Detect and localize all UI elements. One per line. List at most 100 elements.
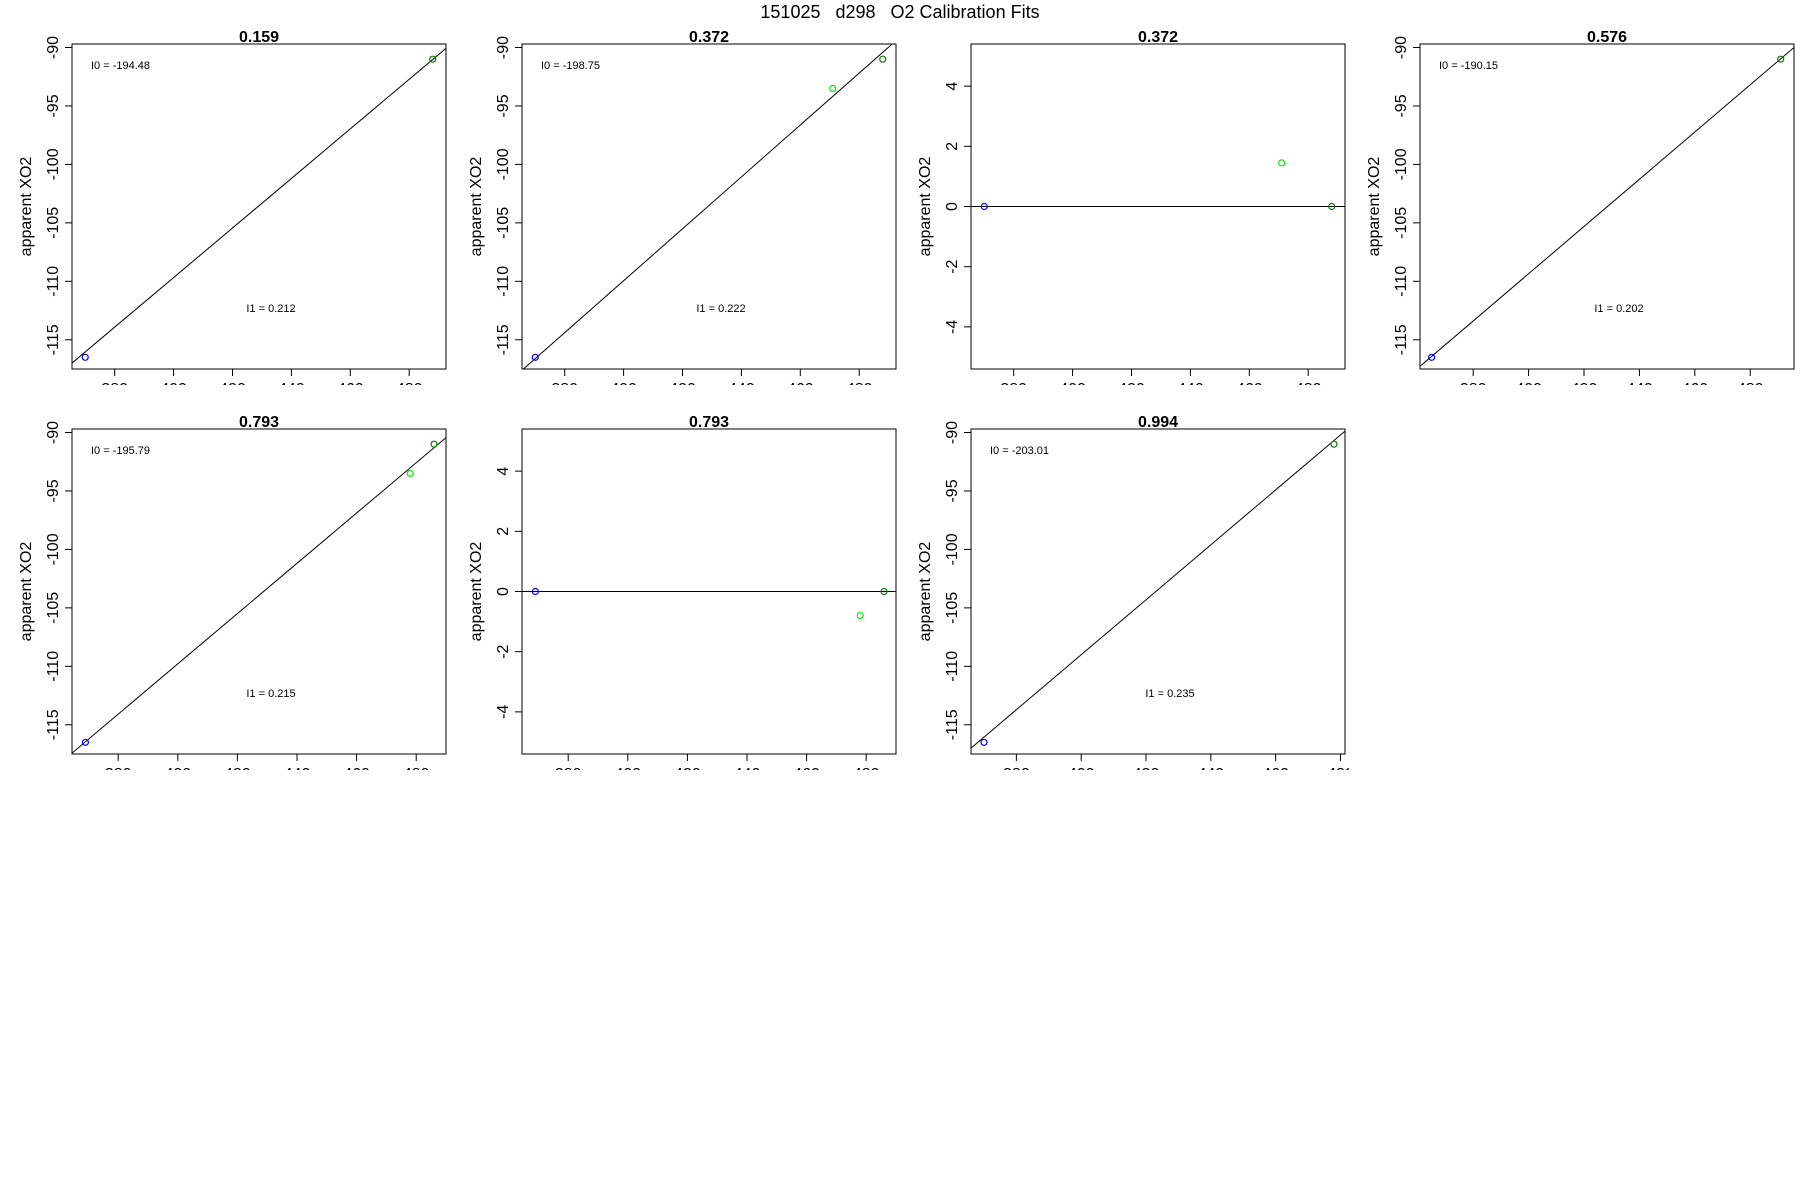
data-point xyxy=(980,738,988,746)
x-tick-label: 480 xyxy=(1737,381,1764,385)
calibration-panel: 0.994 380 400 420 440 460 480 -90 -95 -100 -105 -11… xyxy=(899,385,1354,801)
data-point xyxy=(531,587,540,596)
fit-line xyxy=(522,44,893,369)
chart-title: 0.793 xyxy=(689,414,729,431)
calibration-panel: 0.159380400420440460480-90-95-100-105-11… xyxy=(0,0,450,416)
x-tick-label: 440 xyxy=(1197,766,1224,770)
chart-title: 0.793 xyxy=(239,414,279,431)
slope-annotation: I1 = 0.222 xyxy=(696,303,745,315)
y-tick-label: -4 xyxy=(944,320,961,334)
data-point xyxy=(430,440,438,448)
plot-frame xyxy=(521,43,897,370)
chart-title: 0.994 xyxy=(1138,414,1178,431)
y-tick-label: -95 xyxy=(495,94,512,117)
chart-title: 0.372 xyxy=(689,29,729,46)
y-tick-label: 4 xyxy=(944,82,961,91)
y-tick-label: -110 xyxy=(1393,266,1410,297)
x-tick-label: 400 xyxy=(614,766,641,770)
y-axis-label: apparent XO2 xyxy=(468,157,485,257)
data-point xyxy=(856,611,864,620)
x-tick-label: 440 xyxy=(1626,381,1653,385)
x-tick-label: 420 xyxy=(674,766,701,770)
calibration-chart: 0.372380400420440460480-90-95-100-105-11… xyxy=(468,29,897,416)
y-tick-label: -110 xyxy=(495,266,512,297)
y-tick-label: -90 xyxy=(1393,36,1410,59)
y-tick-label: -105 xyxy=(495,207,512,239)
data-point xyxy=(406,469,414,478)
page-title: 151025 d298 O2 Calibration Fits xyxy=(760,2,1040,22)
calibration-chart: 0.793380400420440460480420-2-4per meg si… xyxy=(468,414,897,801)
slope-annotation: I1 = 0.235 xyxy=(1145,688,1194,700)
x-tick-label: 460 xyxy=(1681,381,1708,385)
chart-title: 0.372 xyxy=(1138,29,1178,46)
y-tick-label: -95 xyxy=(45,94,62,117)
y-tick-label: -110 xyxy=(45,651,62,682)
intercept-annotation: I0 = -194.48 xyxy=(91,60,150,72)
y-tick-label: -105 xyxy=(1393,207,1410,239)
data-point xyxy=(531,353,539,361)
fit-line xyxy=(1420,46,1794,367)
data-point xyxy=(829,84,837,93)
y-tick-label: -95 xyxy=(944,479,961,502)
x-tick-label: 480 xyxy=(1327,766,1349,770)
y-tick-label: 2 xyxy=(495,527,512,536)
y-tick-label: -4 xyxy=(495,705,512,719)
intercept-annotation: I0 = -195.79 xyxy=(91,445,150,457)
plot-frame xyxy=(71,428,447,755)
y-tick-label: -105 xyxy=(45,207,62,239)
calibration-chart: 0.372380400420440460480420-2-4per meg si… xyxy=(917,29,1346,416)
fit-line xyxy=(72,436,446,754)
x-tick-label: 420 xyxy=(1133,766,1160,770)
y-tick-label: -105 xyxy=(944,592,961,624)
calibration-panel: 0.793380400420440460480420-2-4per meg si… xyxy=(450,385,900,801)
y-tick-label: -115 xyxy=(45,709,62,740)
y-tick-label: -115 xyxy=(944,709,961,740)
y-tick-label: -115 xyxy=(45,324,62,355)
y-tick-label: 0 xyxy=(944,202,961,211)
y-tick-label: -100 xyxy=(495,148,512,180)
y-axis-label: apparent XO2 xyxy=(468,542,485,642)
y-tick-label: 2 xyxy=(944,142,961,151)
x-tick-label: 420 xyxy=(1571,381,1598,385)
data-point xyxy=(1330,440,1338,448)
calibration-chart: 0.793 380 400 420 440 460 480 -90 -95 -100 -105 -11… xyxy=(18,414,447,801)
y-tick-label: -100 xyxy=(45,533,62,565)
y-tick-label: -90 xyxy=(45,36,62,59)
y-tick-label: -115 xyxy=(1393,324,1410,355)
y-tick-label: 0 xyxy=(495,587,512,596)
slope-annotation: I1 = 0.212 xyxy=(246,303,295,315)
data-point xyxy=(1278,159,1286,167)
data-point xyxy=(1428,353,1436,361)
y-tick-label: -105 xyxy=(45,592,62,624)
data-point xyxy=(429,55,437,63)
chart-title: 0.576 xyxy=(1587,29,1627,46)
slope-annotation: I1 = 0.215 xyxy=(246,688,295,700)
x-tick-label: 400 xyxy=(1515,381,1542,385)
y-tick-label: -95 xyxy=(1393,94,1410,117)
data-point xyxy=(1328,202,1336,211)
data-point xyxy=(880,587,888,596)
plot-frame xyxy=(970,428,1346,755)
y-tick-label: -90 xyxy=(495,36,512,59)
plot-frame xyxy=(71,43,447,370)
data-point xyxy=(1777,55,1785,63)
data-point xyxy=(980,202,988,211)
y-tick-label: -95 xyxy=(45,479,62,502)
x-tick-label: 380 xyxy=(105,766,132,770)
x-tick-label: 440 xyxy=(734,766,761,770)
y-tick-label: -115 xyxy=(495,324,512,355)
intercept-annotation: I0 = -198.75 xyxy=(541,60,600,72)
y-axis-label: apparent XO2 xyxy=(1366,157,1383,257)
plot-frame xyxy=(1419,43,1795,370)
x-tick-label: 480 xyxy=(403,766,430,770)
x-tick-label: 400 xyxy=(1068,766,1095,770)
y-tick-label: -110 xyxy=(45,266,62,297)
calibration-chart: 0.576 380 400 420 440 460 480 -90 -95 -100 -105 -11… xyxy=(1366,29,1795,416)
calibration-panel: 0.576 380 400 420 440 460 480 -90 -95 -100 -105 -11… xyxy=(1348,0,1798,416)
y-axis-label: apparent XO2 xyxy=(917,157,934,257)
y-tick-label: 4 xyxy=(495,467,512,476)
y-tick-label: -100 xyxy=(1393,148,1410,180)
fit-line xyxy=(72,47,446,364)
y-tick-label: -90 xyxy=(45,421,62,444)
y-axis-label: apparent XO2 xyxy=(917,542,934,642)
